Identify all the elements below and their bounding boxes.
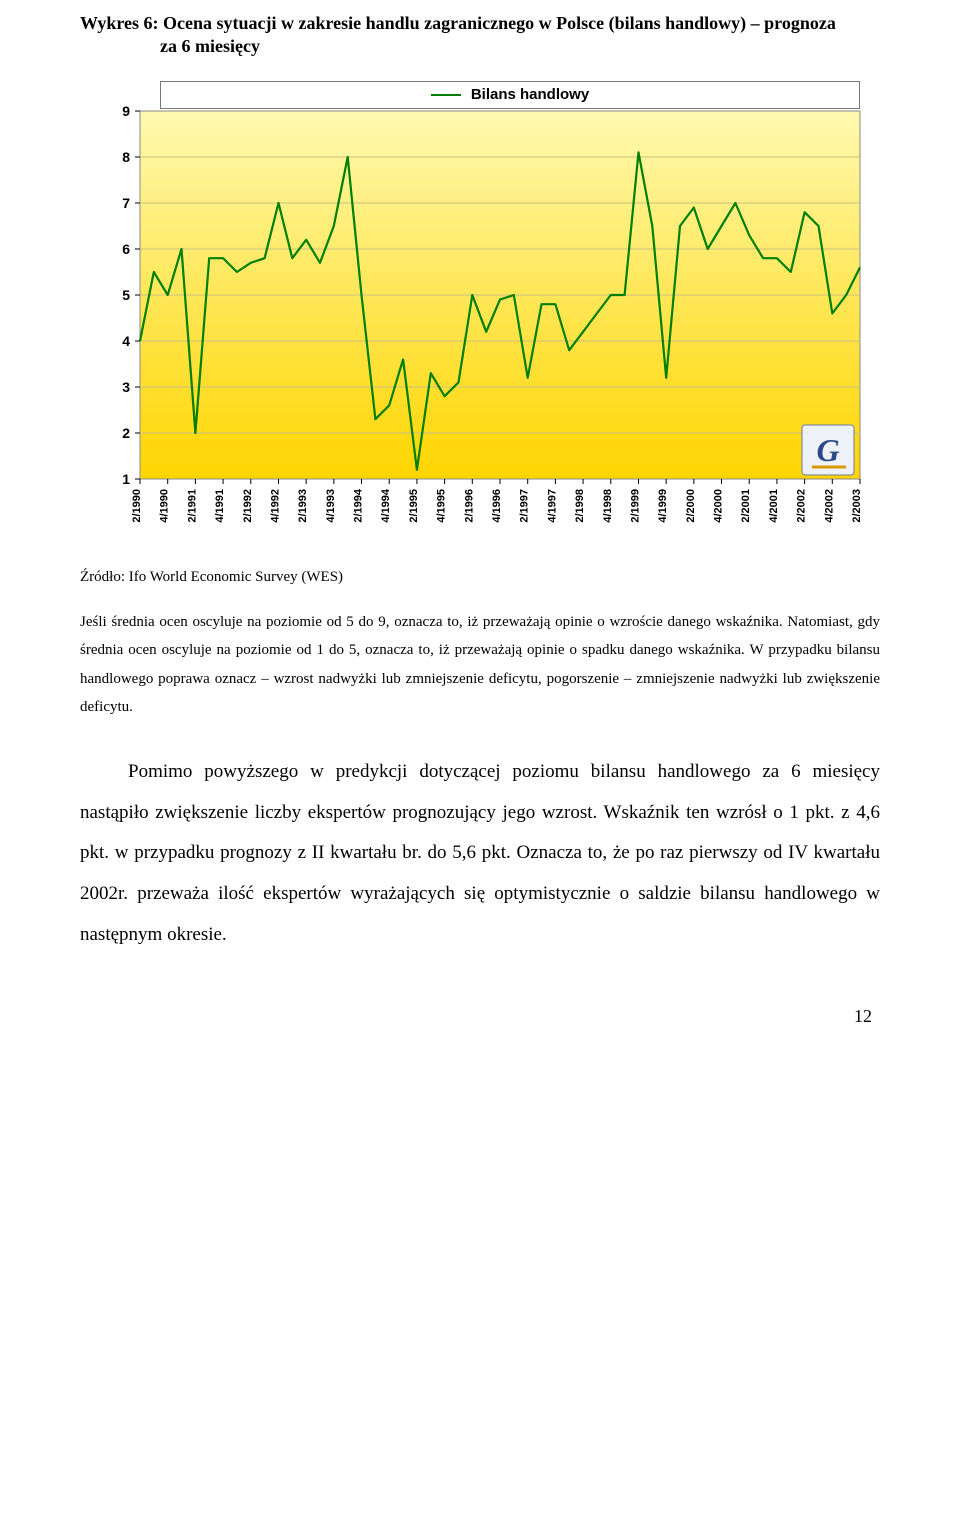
svg-text:G: G [816, 432, 839, 468]
svg-text:2/2001: 2/2001 [740, 489, 752, 523]
svg-text:2/1993: 2/1993 [297, 489, 309, 523]
svg-text:2/1995: 2/1995 [408, 489, 420, 523]
svg-text:2/1994: 2/1994 [353, 488, 365, 523]
svg-text:2/1998: 2/1998 [574, 489, 586, 523]
svg-text:2/2003: 2/2003 [851, 489, 863, 523]
svg-text:9: 9 [122, 103, 130, 119]
svg-text:4/2000: 4/2000 [713, 489, 725, 523]
svg-text:2: 2 [122, 425, 130, 441]
svg-text:2/1991: 2/1991 [186, 489, 198, 523]
svg-text:2/1996: 2/1996 [463, 489, 475, 523]
svg-text:2/2000: 2/2000 [685, 489, 697, 523]
svg-text:4: 4 [122, 333, 130, 349]
body-paragraph: Pomimo powyższego w predykcji dotyczącej… [80, 752, 880, 956]
title-line-1: Wykres 6: Ocena sytuacji w zakresie hand… [80, 13, 836, 33]
svg-text:4/1991: 4/1991 [214, 489, 226, 523]
svg-text:1: 1 [122, 471, 130, 487]
svg-text:7: 7 [122, 195, 130, 211]
chart-source: Źródło: Ifo World Economic Survey (WES) [80, 569, 880, 586]
svg-text:3: 3 [122, 379, 130, 395]
svg-text:4/2002: 4/2002 [823, 489, 835, 523]
svg-text:2/1992: 2/1992 [242, 489, 254, 523]
methodology-note: Jeśli średnia ocen oscyluje na poziomie … [80, 608, 880, 722]
svg-text:8: 8 [122, 149, 130, 165]
svg-text:4/1994: 4/1994 [380, 488, 392, 523]
svg-text:4/1995: 4/1995 [436, 489, 448, 523]
svg-text:4/1997: 4/1997 [546, 489, 558, 523]
svg-text:2/1990: 2/1990 [131, 489, 143, 523]
svg-text:4/1993: 4/1993 [325, 489, 337, 523]
chart-legend: Bilans handlowy [160, 81, 860, 109]
svg-text:2/1999: 2/1999 [629, 489, 641, 523]
svg-text:2/2002: 2/2002 [796, 489, 808, 523]
svg-text:2/1997: 2/1997 [519, 489, 531, 523]
legend-line-icon [431, 94, 461, 96]
legend-label: Bilans handlowy [471, 86, 589, 103]
svg-text:4/1990: 4/1990 [159, 489, 171, 523]
svg-text:5: 5 [122, 287, 130, 303]
svg-text:4/1998: 4/1998 [602, 489, 614, 523]
title-line-2: za 6 miesięcy [80, 35, 880, 58]
svg-text:4/1999: 4/1999 [657, 489, 669, 523]
chart-title: Wykres 6: Ocena sytuacji w zakresie hand… [80, 12, 880, 59]
line-chart: 1 2 3 4 5 6 7 8 9 2/1990 4/1990 2/1991 4/1991 2/1992 4… [90, 79, 870, 559]
svg-text:4/2001: 4/2001 [768, 489, 780, 523]
chart-container: Bilans handlowy 1 2 3 4 5 6 7 8 9 2/1990 4/1990 2/1… [90, 79, 870, 559]
page-number: 12 [80, 1006, 880, 1027]
svg-text:4/1992: 4/1992 [269, 489, 281, 523]
svg-text:4/1996: 4/1996 [491, 489, 503, 523]
svg-text:6: 6 [122, 241, 130, 257]
